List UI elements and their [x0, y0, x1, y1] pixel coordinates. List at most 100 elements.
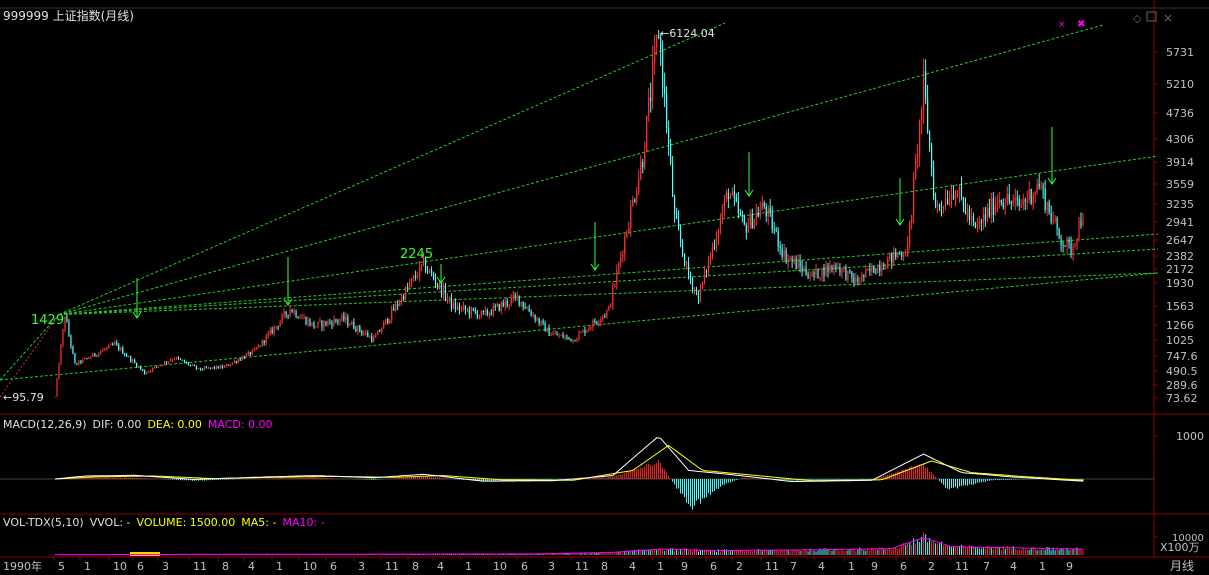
candle [128, 356, 130, 358]
y-tick-label: 4306 [1166, 133, 1194, 146]
chart-title: 999999 上证指数(月线) [3, 8, 134, 23]
candle [140, 366, 142, 370]
candle [877, 265, 879, 274]
candle [303, 317, 305, 319]
candle [817, 268, 819, 279]
candle [789, 258, 791, 260]
candle [253, 348, 255, 351]
candle [978, 221, 981, 225]
candle [161, 365, 164, 367]
candle [163, 361, 166, 366]
candle [476, 312, 478, 318]
candle [624, 236, 626, 255]
dea-legend: DEA: 0.00 [147, 418, 201, 431]
candle [448, 296, 451, 299]
candle [759, 209, 761, 217]
candle [819, 277, 821, 279]
candle [733, 191, 735, 198]
candle [550, 334, 552, 336]
candle [580, 331, 582, 334]
candle [72, 346, 74, 354]
top-marker: ✖ [1077, 19, 1085, 30]
candle [932, 168, 935, 197]
candle [960, 185, 963, 197]
candle [516, 295, 518, 297]
candle [992, 198, 994, 215]
candle [1082, 219, 1084, 226]
candle [335, 319, 337, 322]
candle [940, 207, 943, 209]
candle [195, 366, 198, 369]
candle [80, 360, 82, 363]
candle [614, 284, 616, 287]
candle [281, 314, 283, 322]
candle [636, 192, 638, 202]
candle [191, 364, 194, 366]
candle [114, 342, 116, 345]
candle [679, 229, 682, 243]
candle [418, 265, 421, 277]
candle [946, 198, 949, 205]
candle [1048, 202, 1050, 213]
candle [709, 256, 712, 260]
candle [289, 309, 291, 316]
candle [938, 204, 941, 208]
candle [504, 301, 506, 306]
candle [799, 260, 801, 267]
candle [424, 257, 427, 272]
candle [711, 246, 714, 257]
candle [610, 305, 612, 307]
candle [952, 193, 955, 200]
y-tick-label: 2172 [1166, 263, 1194, 276]
candle [450, 296, 453, 308]
candle [407, 287, 409, 289]
candle [656, 35, 658, 47]
candle [984, 214, 986, 221]
candle [92, 353, 94, 357]
candle [267, 333, 269, 336]
candle [327, 321, 329, 325]
y-tick-label: 5210 [1166, 78, 1194, 91]
candle [964, 205, 967, 215]
candle [1080, 220, 1082, 226]
candle [666, 93, 668, 129]
candle [422, 257, 425, 265]
candle [715, 238, 718, 248]
candle [159, 365, 162, 367]
candle [313, 322, 315, 328]
candle [369, 336, 371, 338]
candle [644, 151, 646, 168]
candle [757, 212, 759, 217]
candle [277, 326, 279, 328]
trend-line [58, 272, 1159, 316]
candle [996, 203, 998, 206]
candle [329, 321, 331, 323]
trend-line [0, 272, 1159, 381]
candle [1008, 194, 1010, 202]
candle [608, 306, 610, 311]
candle [942, 206, 945, 208]
candle [243, 356, 245, 359]
candle [602, 316, 604, 319]
trend-line [58, 233, 1159, 316]
candle [662, 49, 664, 88]
candle [622, 254, 624, 257]
candle [124, 353, 126, 355]
candle [361, 330, 363, 334]
candle [1000, 199, 1002, 203]
x-tick-label: 2 [736, 560, 743, 573]
candle [430, 270, 433, 274]
candle [197, 367, 200, 369]
candle [1014, 197, 1016, 201]
candle [494, 306, 496, 308]
candle [781, 248, 783, 257]
candle [596, 322, 598, 324]
candle [199, 367, 202, 370]
candle [1046, 202, 1048, 210]
candle [841, 268, 843, 273]
candle [909, 222, 911, 244]
candle [401, 296, 403, 303]
candle [175, 357, 178, 359]
candle [919, 120, 921, 156]
